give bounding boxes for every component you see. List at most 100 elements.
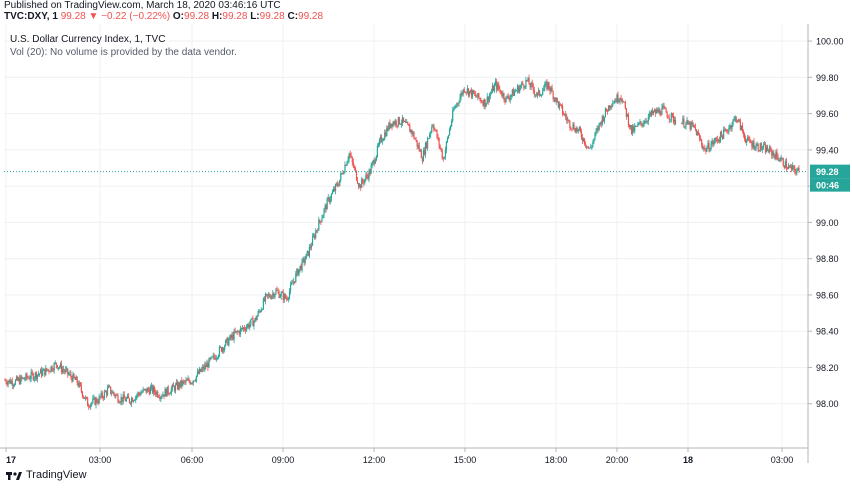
price-candle xyxy=(396,125,398,127)
price-candle xyxy=(760,143,762,150)
price-candle xyxy=(111,393,113,395)
x-tick-label: 09:00 xyxy=(272,455,295,465)
price-candle xyxy=(492,86,495,91)
price-candle xyxy=(394,120,396,125)
price-candle xyxy=(280,292,282,297)
chart-area[interactable]: 100.0099.8099.6099.4099.2099.0098.8098.6… xyxy=(0,24,852,485)
price-candle xyxy=(554,97,556,102)
price-candle xyxy=(12,385,14,387)
price-candle xyxy=(275,289,277,295)
price-candle xyxy=(644,121,646,124)
price-candle xyxy=(671,113,673,116)
price-candle xyxy=(51,366,53,371)
price-candle xyxy=(607,105,610,112)
price-candle xyxy=(570,127,572,129)
price-candle xyxy=(168,393,170,395)
price-candle xyxy=(285,298,287,300)
price-candle xyxy=(535,94,537,96)
tradingview-icon xyxy=(6,471,22,480)
price-candle xyxy=(91,402,93,405)
price-candle xyxy=(186,380,188,381)
price-candle xyxy=(469,89,472,92)
price-candle xyxy=(167,386,169,394)
price-candle xyxy=(781,158,783,160)
price-candle xyxy=(465,92,467,93)
price-candle xyxy=(237,331,239,333)
price-candle xyxy=(464,91,466,93)
price-candle xyxy=(127,395,130,399)
price-candle xyxy=(25,373,27,380)
price-candle xyxy=(345,164,347,166)
price-candle xyxy=(122,394,124,402)
price-candle xyxy=(437,137,439,139)
price-candle xyxy=(238,331,240,335)
price-chart[interactable]: 100.0099.8099.6099.4099.2099.0098.8098.6… xyxy=(0,24,852,485)
price-candle xyxy=(614,100,616,103)
price-candle xyxy=(35,372,37,379)
price-candle xyxy=(142,389,144,393)
price-candle xyxy=(107,385,110,389)
price-candle xyxy=(7,381,9,385)
price-candle xyxy=(555,97,557,102)
price-candle xyxy=(580,131,582,138)
price-candle xyxy=(68,374,70,376)
price-candle xyxy=(37,374,40,375)
price-candle xyxy=(776,151,778,157)
price-candle xyxy=(727,131,729,133)
price-candle xyxy=(249,324,251,328)
price-candle xyxy=(373,160,375,164)
price-candle xyxy=(566,117,568,121)
price-candle xyxy=(463,89,465,92)
price-candle xyxy=(520,85,522,88)
price-candle xyxy=(659,109,661,115)
price-candle xyxy=(42,370,44,376)
price-candle xyxy=(785,161,788,169)
chart-legend: U.S. Dollar Currency Index, 1, TVC Vol (… xyxy=(10,33,237,59)
price-candle xyxy=(278,291,280,298)
price-candle xyxy=(255,317,257,321)
price-candle xyxy=(318,219,320,231)
price-candle xyxy=(653,109,656,112)
price-candle xyxy=(109,385,111,387)
price-candle xyxy=(766,146,769,151)
price-candle xyxy=(548,82,550,89)
price-candle xyxy=(655,109,657,114)
price-candle xyxy=(71,377,73,382)
price-candle xyxy=(443,157,445,159)
price-candle xyxy=(93,397,95,399)
price-candle xyxy=(706,147,708,152)
price-candle xyxy=(450,125,452,130)
price-candle xyxy=(718,139,721,142)
price-candle xyxy=(348,153,350,160)
price-candle xyxy=(328,197,330,203)
price-candle xyxy=(297,268,299,276)
price-candle xyxy=(436,130,438,138)
price-candle xyxy=(638,123,640,125)
price-candle xyxy=(309,246,312,248)
price-candle xyxy=(663,105,665,108)
price-candle xyxy=(116,394,118,396)
price-candle xyxy=(750,141,752,143)
price-candle xyxy=(642,123,644,126)
price-candle xyxy=(604,108,607,117)
price-candle xyxy=(707,142,709,148)
price-candle xyxy=(764,144,767,153)
price-candle xyxy=(682,118,684,123)
price-candle xyxy=(571,128,573,130)
price-candle xyxy=(283,294,285,300)
price-candle xyxy=(779,160,781,161)
price-candle xyxy=(147,388,149,390)
price-candle xyxy=(523,84,525,88)
price-candle xyxy=(296,268,298,274)
low-value: 99.28 xyxy=(259,11,285,22)
tradingview-logo[interactable]: TradingView xyxy=(6,469,87,481)
price-candle xyxy=(321,218,323,222)
price-candle xyxy=(440,148,442,151)
price-candle xyxy=(191,382,193,384)
price-candle xyxy=(723,129,725,139)
price-candle xyxy=(518,86,520,93)
price-candle xyxy=(175,382,178,385)
price-candle xyxy=(225,340,227,346)
price-candle xyxy=(308,246,311,256)
price-candle xyxy=(312,235,315,237)
